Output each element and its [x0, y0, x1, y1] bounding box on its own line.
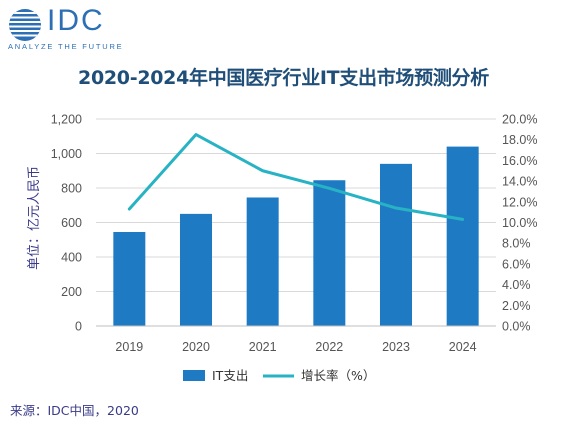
y-tick-label: 1,000 — [51, 147, 82, 161]
y2-tick-label: 10.0% — [502, 216, 537, 230]
x-tick-label: 2019 — [115, 340, 143, 354]
y2-tick-label: 2.0% — [502, 299, 531, 313]
y-tick-label: 1,200 — [51, 113, 82, 127]
line-series-growth-rate — [127, 133, 465, 221]
y2-tick-label: 4.0% — [502, 278, 531, 292]
legend: IT支出 增长率（%） — [183, 368, 375, 383]
growth-line — [127, 133, 465, 221]
bar — [313, 180, 346, 326]
y2-tick-label: 18.0% — [502, 133, 537, 147]
y2-tick-label: 8.0% — [502, 237, 531, 251]
bar — [113, 231, 146, 326]
y2-tick-label: 16.0% — [502, 154, 537, 168]
bar — [246, 197, 279, 326]
y-tick-label: 400 — [61, 251, 82, 265]
legend-swatch-it-spending — [183, 370, 205, 381]
x-tick-label: 2020 — [182, 340, 210, 354]
left-y-axis: 0 200 400 600 800 1,000 1,200 — [51, 113, 82, 334]
y2-tick-label: 12.0% — [502, 195, 537, 209]
legend-label-growth-rate: 增长率（%） — [301, 368, 375, 383]
legend-label-it-spending: IT支出 — [212, 368, 248, 383]
y-axis-title: 单位：亿元人民币 — [27, 166, 42, 270]
logo-tagline: ANALYZE THE FUTURE — [8, 42, 124, 51]
y-tick-label: 600 — [61, 216, 82, 230]
x-tick-label: 2024 — [449, 340, 477, 354]
x-tick-label: 2022 — [315, 340, 343, 354]
bar — [446, 146, 479, 326]
y2-tick-label: 20.0% — [502, 113, 537, 127]
x-axis: 2019 2020 2021 2022 2023 2024 — [96, 325, 496, 354]
y-tick-label: 800 — [61, 182, 82, 196]
x-tick-label: 2023 — [382, 340, 410, 354]
bar — [380, 163, 412, 326]
y2-tick-label: 6.0% — [502, 257, 531, 271]
bar-series-it-spending — [113, 146, 479, 326]
gridlines — [96, 118, 496, 327]
y2-tick-label: 0.0% — [502, 320, 531, 334]
x-tick-label: 2021 — [249, 340, 277, 354]
globe-icon — [9, 9, 41, 41]
bar — [180, 213, 212, 326]
y2-tick-label: 14.0% — [502, 175, 537, 189]
source-note: 来源：IDC中国，2020 — [10, 403, 139, 418]
y-tick-label: 200 — [61, 285, 82, 299]
chart-title: 2020-2024年中国医疗行业IT支出市场预测分析 — [78, 67, 489, 89]
idc-logo: IDC ANALYZE THE FUTURE — [8, 4, 168, 52]
logo-wordmark: IDC — [47, 4, 105, 37]
y-tick-label: 0 — [75, 320, 82, 334]
right-y-axis: 0.0% 2.0% 4.0% 6.0% 8.0% 10.0% 12.0% 14.0% 16.0%… — [502, 113, 537, 334]
